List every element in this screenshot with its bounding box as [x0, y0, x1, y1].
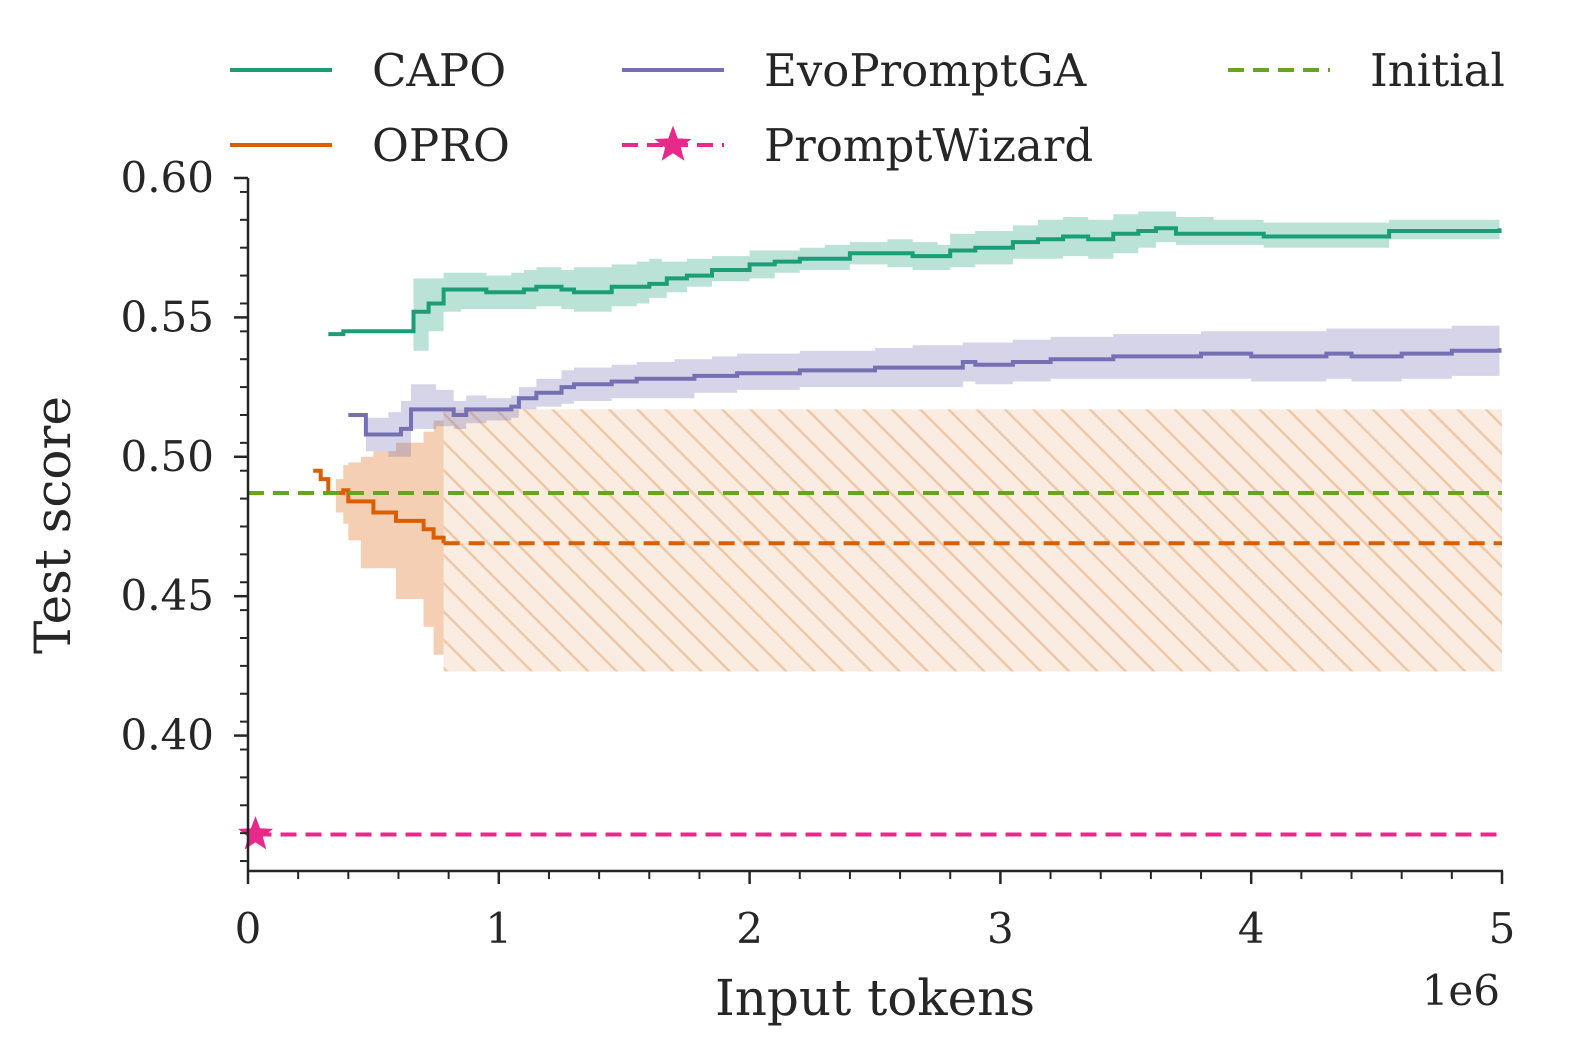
opro-line: [313, 468, 446, 544]
y-tick-label: 0.40: [120, 711, 214, 760]
legend-label: Initial: [1370, 44, 1505, 97]
y-tick-label: 0.45: [120, 571, 214, 620]
y-tick-label: 0.50: [120, 432, 214, 481]
opro-band: [313, 409, 444, 672]
capo-band: [328, 211, 1500, 351]
plot-clip-group: [248, 211, 1502, 837]
legend-item-promptwizard: PromptWizard: [622, 119, 1093, 172]
promptwizard-marker: [238, 816, 274, 850]
y-axis-label: Test score: [24, 396, 82, 654]
legend-label: OPRO: [372, 119, 510, 172]
x-tick-label: 5: [1489, 904, 1516, 953]
capo-line: [328, 226, 1502, 337]
legend-label: EvoPromptGA: [764, 44, 1087, 97]
x-tick-label: 3: [987, 904, 1014, 953]
axes: [246, 178, 1503, 873]
x-tick-label: 2: [736, 904, 763, 953]
x-tick-label: 1: [485, 904, 512, 953]
legend-item-capo: CAPO: [230, 44, 506, 97]
x-tick-label: 4: [1238, 904, 1265, 953]
plot-area: [238, 211, 1502, 850]
x-tick-label: 0: [235, 904, 262, 953]
legend-item-opro: OPRO: [230, 119, 510, 172]
legend-item-evopromptga: EvoPromptGA: [622, 44, 1087, 97]
legend: CAPO OPRO EvoPromptGA PromptWizard Initial: [230, 44, 1505, 172]
x-offset-label: 1e6: [1422, 966, 1500, 1015]
x-axis-label: Input tokens: [715, 969, 1035, 1027]
legend-label: PromptWizard: [764, 119, 1093, 172]
legend-label: CAPO: [372, 44, 506, 97]
y-tick-label: 0.55: [120, 292, 214, 341]
opro-extension-hatch: [443, 409, 1502, 672]
evopromptga-band: [348, 323, 1500, 457]
y-ticks: 0.40 0.45 0.50 0.55 0.60: [120, 153, 248, 863]
evopromptga-line: [348, 348, 1502, 437]
legend-star-marker: [654, 125, 692, 161]
legend-item-initial: Initial: [1228, 44, 1505, 97]
x-ticks: 0 1 2 3 4 5: [235, 871, 1516, 953]
y-tick-label: 0.60: [120, 153, 214, 202]
